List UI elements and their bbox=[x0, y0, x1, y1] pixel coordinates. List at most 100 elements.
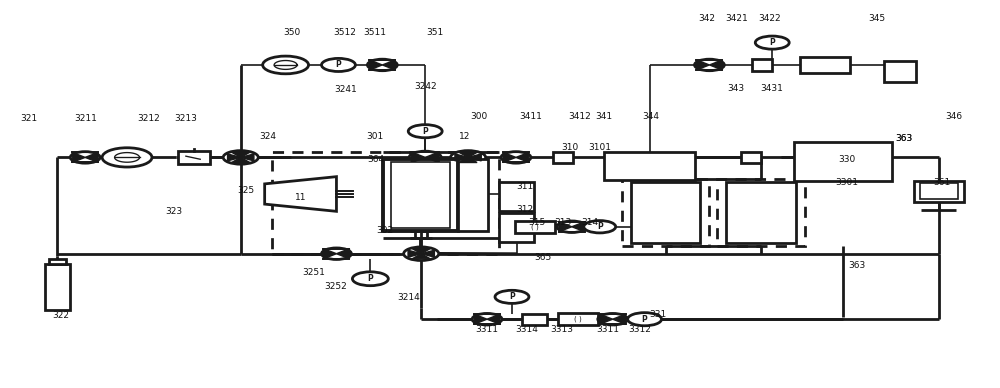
Text: 3301: 3301 bbox=[836, 178, 859, 187]
Polygon shape bbox=[408, 250, 421, 257]
Text: 3511: 3511 bbox=[363, 28, 386, 37]
Text: 342: 342 bbox=[698, 14, 715, 23]
Polygon shape bbox=[336, 249, 349, 259]
Bar bbox=[391, 163, 450, 227]
Polygon shape bbox=[468, 154, 481, 161]
Polygon shape bbox=[455, 154, 468, 161]
Polygon shape bbox=[241, 154, 254, 161]
Circle shape bbox=[695, 59, 724, 71]
Circle shape bbox=[472, 314, 502, 325]
Polygon shape bbox=[516, 152, 529, 163]
Bar bbox=[631, 182, 700, 242]
Polygon shape bbox=[613, 314, 626, 324]
Bar bbox=[499, 213, 534, 242]
Text: 311: 311 bbox=[516, 182, 534, 191]
Polygon shape bbox=[382, 60, 395, 70]
Text: 3314: 3314 bbox=[515, 325, 538, 334]
Bar bbox=[522, 314, 547, 325]
Text: 325: 325 bbox=[237, 185, 254, 195]
Text: 365: 365 bbox=[534, 253, 552, 262]
Polygon shape bbox=[411, 152, 425, 163]
Circle shape bbox=[102, 148, 152, 167]
Text: 11: 11 bbox=[295, 193, 306, 203]
Text: 363: 363 bbox=[895, 133, 912, 143]
Text: P: P bbox=[509, 292, 515, 301]
Text: 3252: 3252 bbox=[324, 282, 347, 291]
Circle shape bbox=[352, 272, 388, 286]
Bar bbox=[800, 57, 850, 73]
Bar bbox=[515, 221, 555, 233]
Text: P: P bbox=[367, 274, 373, 283]
Polygon shape bbox=[265, 177, 336, 211]
Text: 331: 331 bbox=[649, 310, 666, 319]
Bar bbox=[383, 159, 458, 230]
Bar bbox=[794, 142, 892, 180]
Bar bbox=[717, 178, 805, 246]
Circle shape bbox=[501, 152, 531, 163]
Bar bbox=[558, 314, 598, 325]
Circle shape bbox=[404, 247, 439, 260]
Circle shape bbox=[584, 221, 616, 233]
Text: 321: 321 bbox=[21, 114, 38, 123]
Bar bbox=[726, 182, 796, 242]
Circle shape bbox=[70, 152, 100, 163]
Polygon shape bbox=[228, 154, 241, 161]
Polygon shape bbox=[474, 314, 487, 324]
Text: 3214: 3214 bbox=[397, 293, 420, 302]
Polygon shape bbox=[459, 152, 477, 158]
Text: 3251: 3251 bbox=[302, 268, 325, 277]
Text: 3412: 3412 bbox=[568, 113, 591, 121]
Polygon shape bbox=[412, 254, 430, 259]
Bar bbox=[914, 180, 964, 202]
Text: 345: 345 bbox=[868, 14, 886, 23]
Polygon shape bbox=[323, 249, 336, 259]
Circle shape bbox=[755, 36, 789, 49]
Polygon shape bbox=[572, 222, 585, 232]
Bar bbox=[178, 151, 210, 164]
Bar bbox=[499, 182, 534, 211]
Text: P: P bbox=[642, 315, 647, 324]
Bar bbox=[741, 152, 761, 163]
Text: 3212: 3212 bbox=[138, 114, 160, 123]
Polygon shape bbox=[72, 152, 85, 163]
Circle shape bbox=[367, 59, 397, 71]
Text: 3311: 3311 bbox=[596, 325, 619, 334]
Text: P: P bbox=[336, 61, 341, 69]
Polygon shape bbox=[425, 152, 439, 163]
Text: 313: 313 bbox=[554, 218, 571, 227]
Text: 3311: 3311 bbox=[476, 325, 499, 334]
Text: 363: 363 bbox=[895, 133, 912, 143]
Text: 330: 330 bbox=[838, 155, 856, 164]
Polygon shape bbox=[412, 249, 430, 254]
Text: 314: 314 bbox=[581, 218, 598, 227]
Polygon shape bbox=[709, 60, 722, 70]
Text: P: P bbox=[422, 127, 428, 136]
Bar bbox=[920, 183, 958, 199]
Text: 3241: 3241 bbox=[334, 85, 357, 95]
Text: 351: 351 bbox=[427, 28, 444, 37]
Text: ( ): ( ) bbox=[531, 223, 539, 230]
Polygon shape bbox=[696, 60, 709, 70]
Text: 341: 341 bbox=[595, 113, 612, 121]
Bar bbox=[622, 178, 709, 246]
Text: 12: 12 bbox=[459, 132, 471, 141]
Circle shape bbox=[408, 125, 442, 138]
Bar bbox=[49, 259, 66, 264]
Text: 361: 361 bbox=[933, 178, 950, 187]
Polygon shape bbox=[487, 314, 500, 324]
Circle shape bbox=[223, 151, 258, 164]
Text: 3512: 3512 bbox=[333, 28, 356, 37]
Text: P: P bbox=[769, 38, 775, 47]
Text: 323: 323 bbox=[165, 207, 182, 216]
Text: 3213: 3213 bbox=[174, 114, 197, 123]
Text: 301: 301 bbox=[367, 132, 384, 141]
Text: 322: 322 bbox=[53, 311, 70, 320]
Polygon shape bbox=[85, 152, 98, 163]
Polygon shape bbox=[559, 222, 572, 232]
Text: 3312: 3312 bbox=[628, 325, 651, 334]
Polygon shape bbox=[369, 60, 382, 70]
Text: 300: 300 bbox=[470, 113, 488, 121]
Circle shape bbox=[409, 151, 441, 164]
Text: 346: 346 bbox=[945, 113, 962, 121]
Text: 3421: 3421 bbox=[725, 14, 748, 23]
